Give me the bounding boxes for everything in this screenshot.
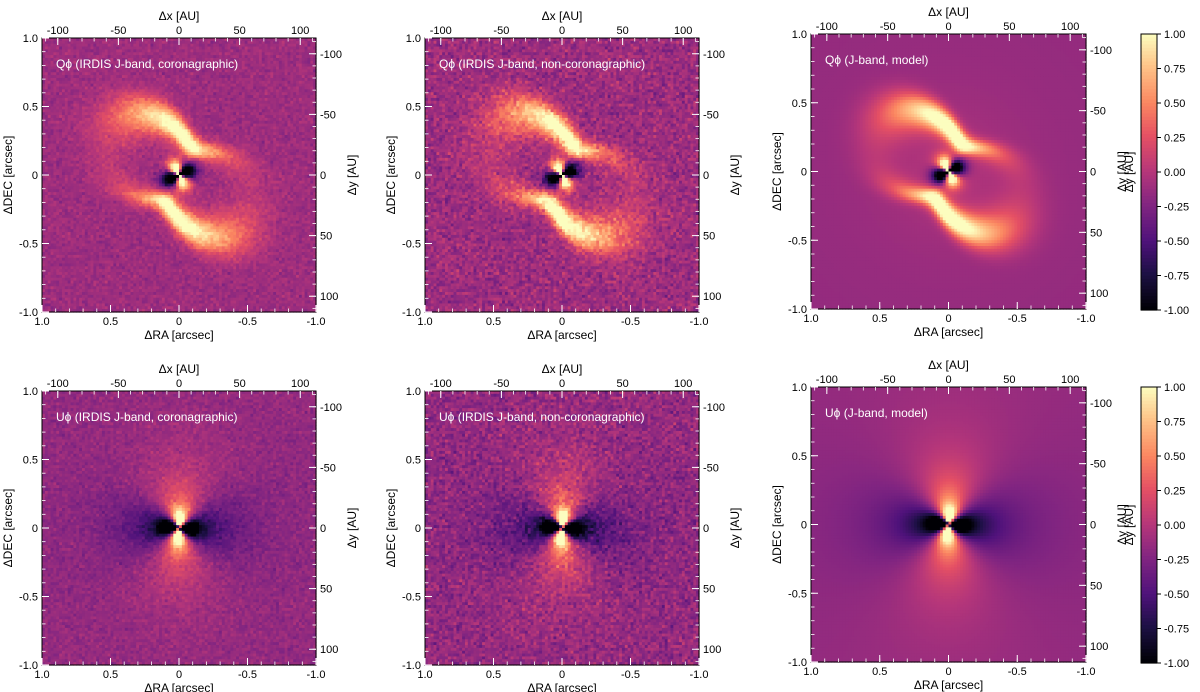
panel-1: 1.01.00.50.500-0.5-0.5-1.0-1.0-100100-50… (1, 9, 359, 342)
figure: 1.01.00.50.500-0.5-0.5-1.0-1.0-100100-50… (0, 0, 1200, 692)
heatmap-image (42, 38, 317, 313)
